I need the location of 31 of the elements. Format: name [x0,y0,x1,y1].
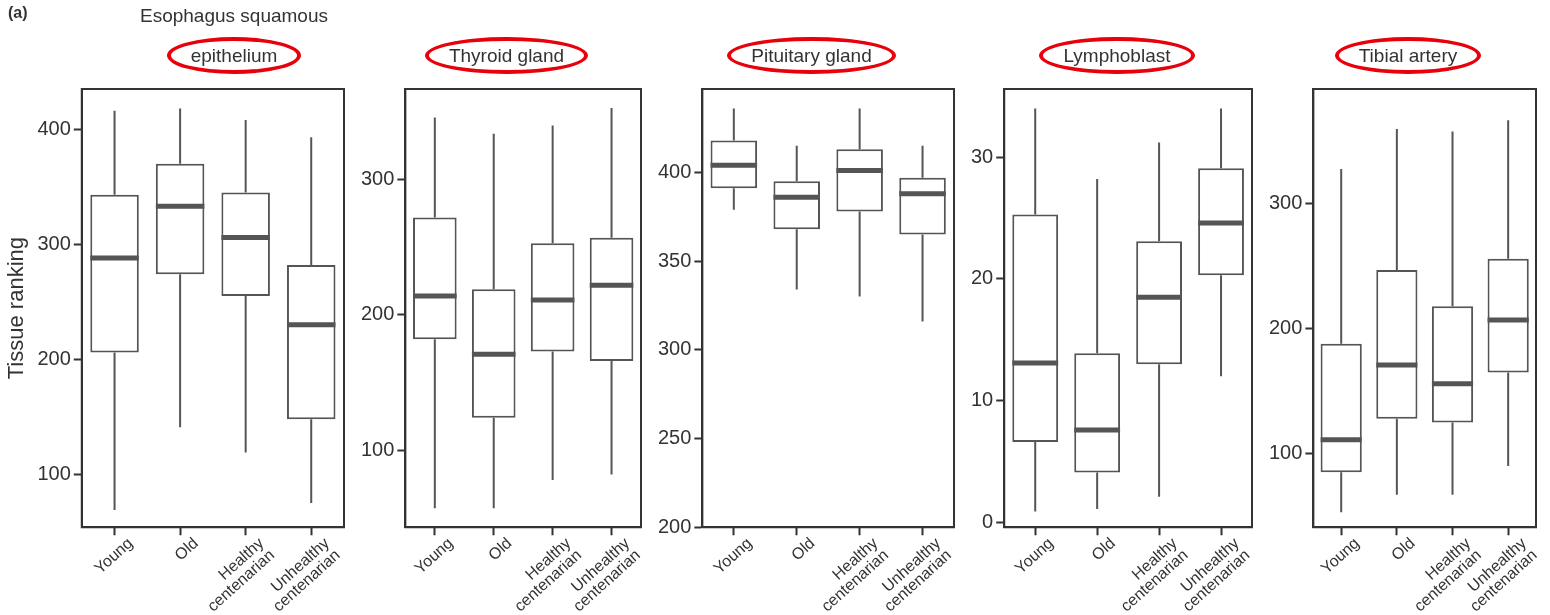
y-tick-label: 0 [982,509,994,532]
y-tick-label: 300 [37,231,71,254]
y-tick-label: 400 [657,159,692,182]
y-tick-label: 400 [37,116,71,139]
y-tick-label: 300 [1268,191,1303,214]
x-tick-label: Old [1088,534,1119,564]
chart-title: Lymphoblast [1063,44,1171,68]
text: (a) [8,4,28,22]
y-tick-label: 250 [657,426,692,449]
chart-title: Tibial artery [1358,44,1458,68]
chart-title: Thyroid gland [448,44,565,68]
y-tick-label: 100 [1268,441,1303,464]
y-tick-label: 300 [360,167,395,190]
y-tick-label: 200 [657,514,692,537]
y-tick-label: 30 [971,144,994,167]
y-tick-label: 350 [657,248,692,271]
y-tick-label: 100 [360,437,395,460]
x-tick-label: Old [484,534,515,564]
y-tick-label: 200 [1268,316,1303,339]
y-tick-label: 200 [37,346,71,369]
x-tick-label: Old [1387,534,1418,564]
x-tick-label: Old [171,534,202,564]
y-tick-label: 10 [971,388,994,411]
chart-title: Esophagus squamous epithelium [139,4,329,68]
y-tick-label: 300 [657,337,692,360]
chart-title: Pituitary gland [751,44,872,68]
y-axis-title: Tissue ranking [3,237,29,380]
y-tick-label: 20 [971,266,994,289]
x-tick-label: Old [787,534,818,564]
y-tick-label: 100 [37,461,71,484]
y-tick-label: 200 [360,302,395,325]
